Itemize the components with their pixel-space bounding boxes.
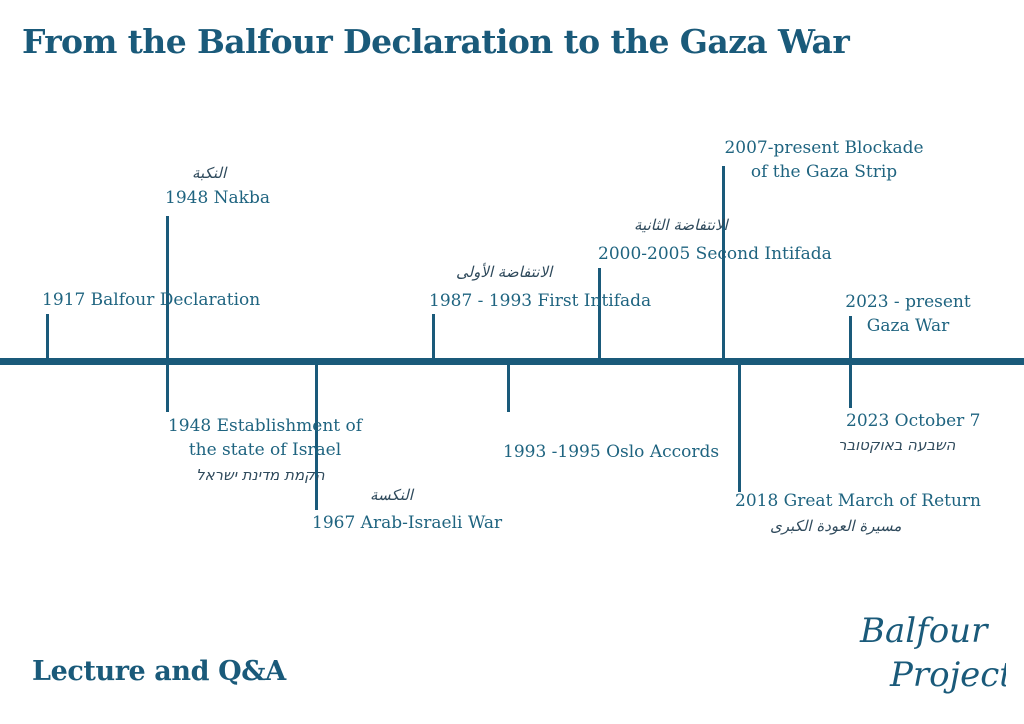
logo-line-1: Balfour bbox=[859, 611, 989, 651]
tick-nakba bbox=[166, 216, 169, 360]
war1967-arabic-note: النكسة bbox=[370, 486, 413, 504]
event-oslo-label: 1993 -1995 Oslo Accords bbox=[503, 442, 720, 462]
event-nakba-label: 1948 Nakba bbox=[165, 188, 270, 208]
march-return-arabic-note: مسيرة العودة الكبرى bbox=[770, 517, 902, 535]
tick-establishment bbox=[166, 364, 169, 412]
timeline-axis bbox=[0, 358, 1024, 365]
tick-1967 bbox=[315, 364, 318, 510]
establishment-hebrew-note: הקמת מדינת ישראל bbox=[196, 466, 325, 484]
oct7-hebrew-note: השבעה באוקטובר bbox=[838, 436, 956, 454]
event-gaza-war-label: 2023 - present Gaza War bbox=[830, 290, 986, 338]
footer-subtitle: Lecture and Q&A bbox=[32, 656, 286, 687]
establishment-line-2: the state of Israel bbox=[188, 440, 342, 460]
blockade-line-2: of the Gaza Strip bbox=[750, 162, 898, 182]
event-first-intifada-label: 1987 - 1993 First Intifada bbox=[429, 291, 652, 311]
tick-oct7 bbox=[849, 364, 852, 408]
tick-second-intifada bbox=[598, 268, 601, 360]
nakba-arabic-note: النكبة bbox=[192, 164, 227, 182]
tick-balfour bbox=[46, 314, 49, 360]
tick-march-return bbox=[738, 364, 741, 492]
second-intifada-arabic-note: الانتفاضة الثانية bbox=[634, 216, 728, 234]
event-march-return-label: 2018 Great March of Return bbox=[735, 491, 981, 511]
tick-first-intifada bbox=[432, 314, 435, 360]
event-establishment-label: 1948 Establishment of the state of Israe… bbox=[158, 414, 372, 462]
event-second-intifada-label: 2000-2005 Second Intifada bbox=[598, 244, 832, 264]
tick-gaza-war bbox=[849, 316, 852, 360]
event-1967-label: 1967 Arab-Israeli War bbox=[312, 513, 503, 533]
event-blockade-label: 2007-present Blockade of the Gaza Strip bbox=[714, 136, 934, 184]
event-balfour-label: 1917 Balfour Declaration bbox=[42, 290, 261, 310]
logo-line-2: Project bbox=[889, 655, 1006, 695]
tick-blockade bbox=[722, 166, 725, 360]
page-title: From the Balfour Declaration to the Gaza… bbox=[22, 22, 850, 61]
gaza-war-line-1: 2023 - present bbox=[845, 292, 971, 312]
event-oct7-label: 2023 October 7 bbox=[846, 411, 981, 431]
blockade-line-1: 2007-present Blockade bbox=[724, 138, 924, 158]
first-intifada-arabic-note: الانتفاضة الأولى bbox=[456, 263, 553, 281]
balfour-project-logo: Balfour Project bbox=[859, 611, 1006, 695]
tick-oslo bbox=[507, 364, 510, 412]
gaza-war-line-2: Gaza War bbox=[866, 316, 950, 336]
establishment-line-1: 1948 Establishment of bbox=[167, 416, 363, 436]
